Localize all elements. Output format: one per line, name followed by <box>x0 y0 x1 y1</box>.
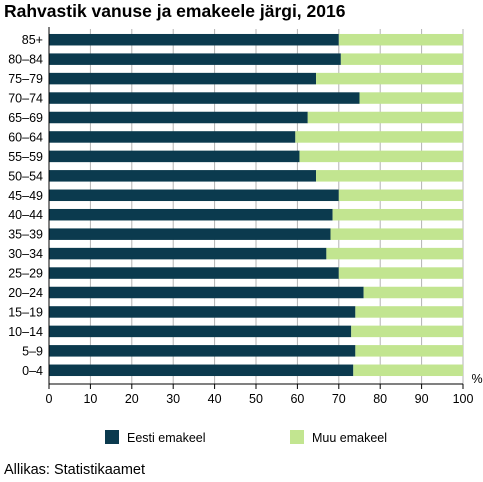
category-label: 10–14 <box>8 325 43 339</box>
bar-muu-emakeel <box>307 111 463 124</box>
bar-eesti-emakeel <box>49 150 300 163</box>
x-tick-label: 60 <box>290 392 304 406</box>
category-label: 50–54 <box>8 169 43 183</box>
bar-muu-emakeel <box>338 189 463 202</box>
legend-label: Eesti emakeel <box>127 431 206 445</box>
category-label: 85+ <box>22 33 43 47</box>
x-tick-label: 10 <box>83 392 97 406</box>
bar-muu-emakeel <box>326 247 463 260</box>
bar-eesti-emakeel <box>49 131 296 143</box>
legend-swatch <box>290 430 304 444</box>
bar-muu-emakeel <box>363 286 463 299</box>
category-label: 60–64 <box>8 130 43 144</box>
bar-eesti-emakeel <box>49 33 339 46</box>
bar-eesti-emakeel <box>49 306 356 318</box>
category-label: 75–79 <box>8 72 43 86</box>
bar-muu-emakeel <box>355 345 463 357</box>
bar-eesti-emakeel <box>49 72 317 85</box>
bar-eesti-emakeel <box>49 286 364 299</box>
x-tick-label: 100 <box>453 392 474 406</box>
bar-eesti-emakeel <box>49 189 339 202</box>
category-label: 45–49 <box>8 189 43 203</box>
bar-muu-emakeel <box>338 33 463 46</box>
category-label: 55–59 <box>8 150 43 164</box>
category-label: 30–34 <box>8 247 43 261</box>
category-label: 5–9 <box>22 344 43 358</box>
chart-title: Rahvastik vanuse ja emakeele järgi, 2016 <box>4 1 346 21</box>
category-label: 35–39 <box>8 228 43 242</box>
bar-eesti-emakeel <box>49 247 327 260</box>
bar-eesti-emakeel <box>49 345 356 357</box>
source-note: Allikas: Statistikaamet <box>4 462 146 478</box>
bar-eesti-emakeel <box>49 364 354 377</box>
x-tick-label: 50 <box>249 392 263 406</box>
bar-muu-emakeel <box>355 306 463 318</box>
bar-eesti-emakeel <box>49 228 331 240</box>
x-tick-label: 0 <box>46 392 53 406</box>
bar-muu-emakeel <box>316 72 463 85</box>
x-tick-label: 20 <box>125 392 139 406</box>
category-label: 80–84 <box>8 53 43 67</box>
bar-eesti-emakeel <box>49 170 317 182</box>
x-tick-label: 70 <box>332 392 346 406</box>
bar-muu-emakeel <box>332 208 463 221</box>
x-tick-label: 40 <box>208 392 222 406</box>
category-label: 40–44 <box>8 208 43 222</box>
category-label: 0–4 <box>22 364 43 378</box>
bar-eesti-emakeel <box>49 92 360 104</box>
category-label: 65–69 <box>8 111 43 125</box>
bar-eesti-emakeel <box>49 267 339 279</box>
bar-muu-emakeel <box>338 267 463 279</box>
unit-label: % <box>471 372 482 386</box>
category-label: 15–19 <box>8 305 43 319</box>
bar-muu-emakeel <box>359 92 463 104</box>
x-tick-label: 30 <box>166 392 180 406</box>
x-tick-label: 90 <box>415 392 429 406</box>
category-label: 25–29 <box>8 267 43 281</box>
legend-label: Muu emakeel <box>312 431 387 445</box>
bar-eesti-emakeel <box>49 325 352 338</box>
bar-muu-emakeel <box>340 53 463 65</box>
bar-muu-emakeel <box>351 325 463 338</box>
x-tick-label: 80 <box>373 392 387 406</box>
bar-eesti-emakeel <box>49 111 308 124</box>
bar-muu-emakeel <box>299 150 463 163</box>
bar-muu-emakeel <box>353 364 463 377</box>
legend-swatch <box>105 430 119 444</box>
category-label: 20–24 <box>8 286 43 300</box>
bar-muu-emakeel <box>295 131 463 143</box>
bar-muu-emakeel <box>330 228 463 240</box>
bar-eesti-emakeel <box>49 208 333 221</box>
category-label: 70–74 <box>8 92 43 106</box>
bar-eesti-emakeel <box>49 53 341 65</box>
bar-muu-emakeel <box>316 170 463 182</box>
